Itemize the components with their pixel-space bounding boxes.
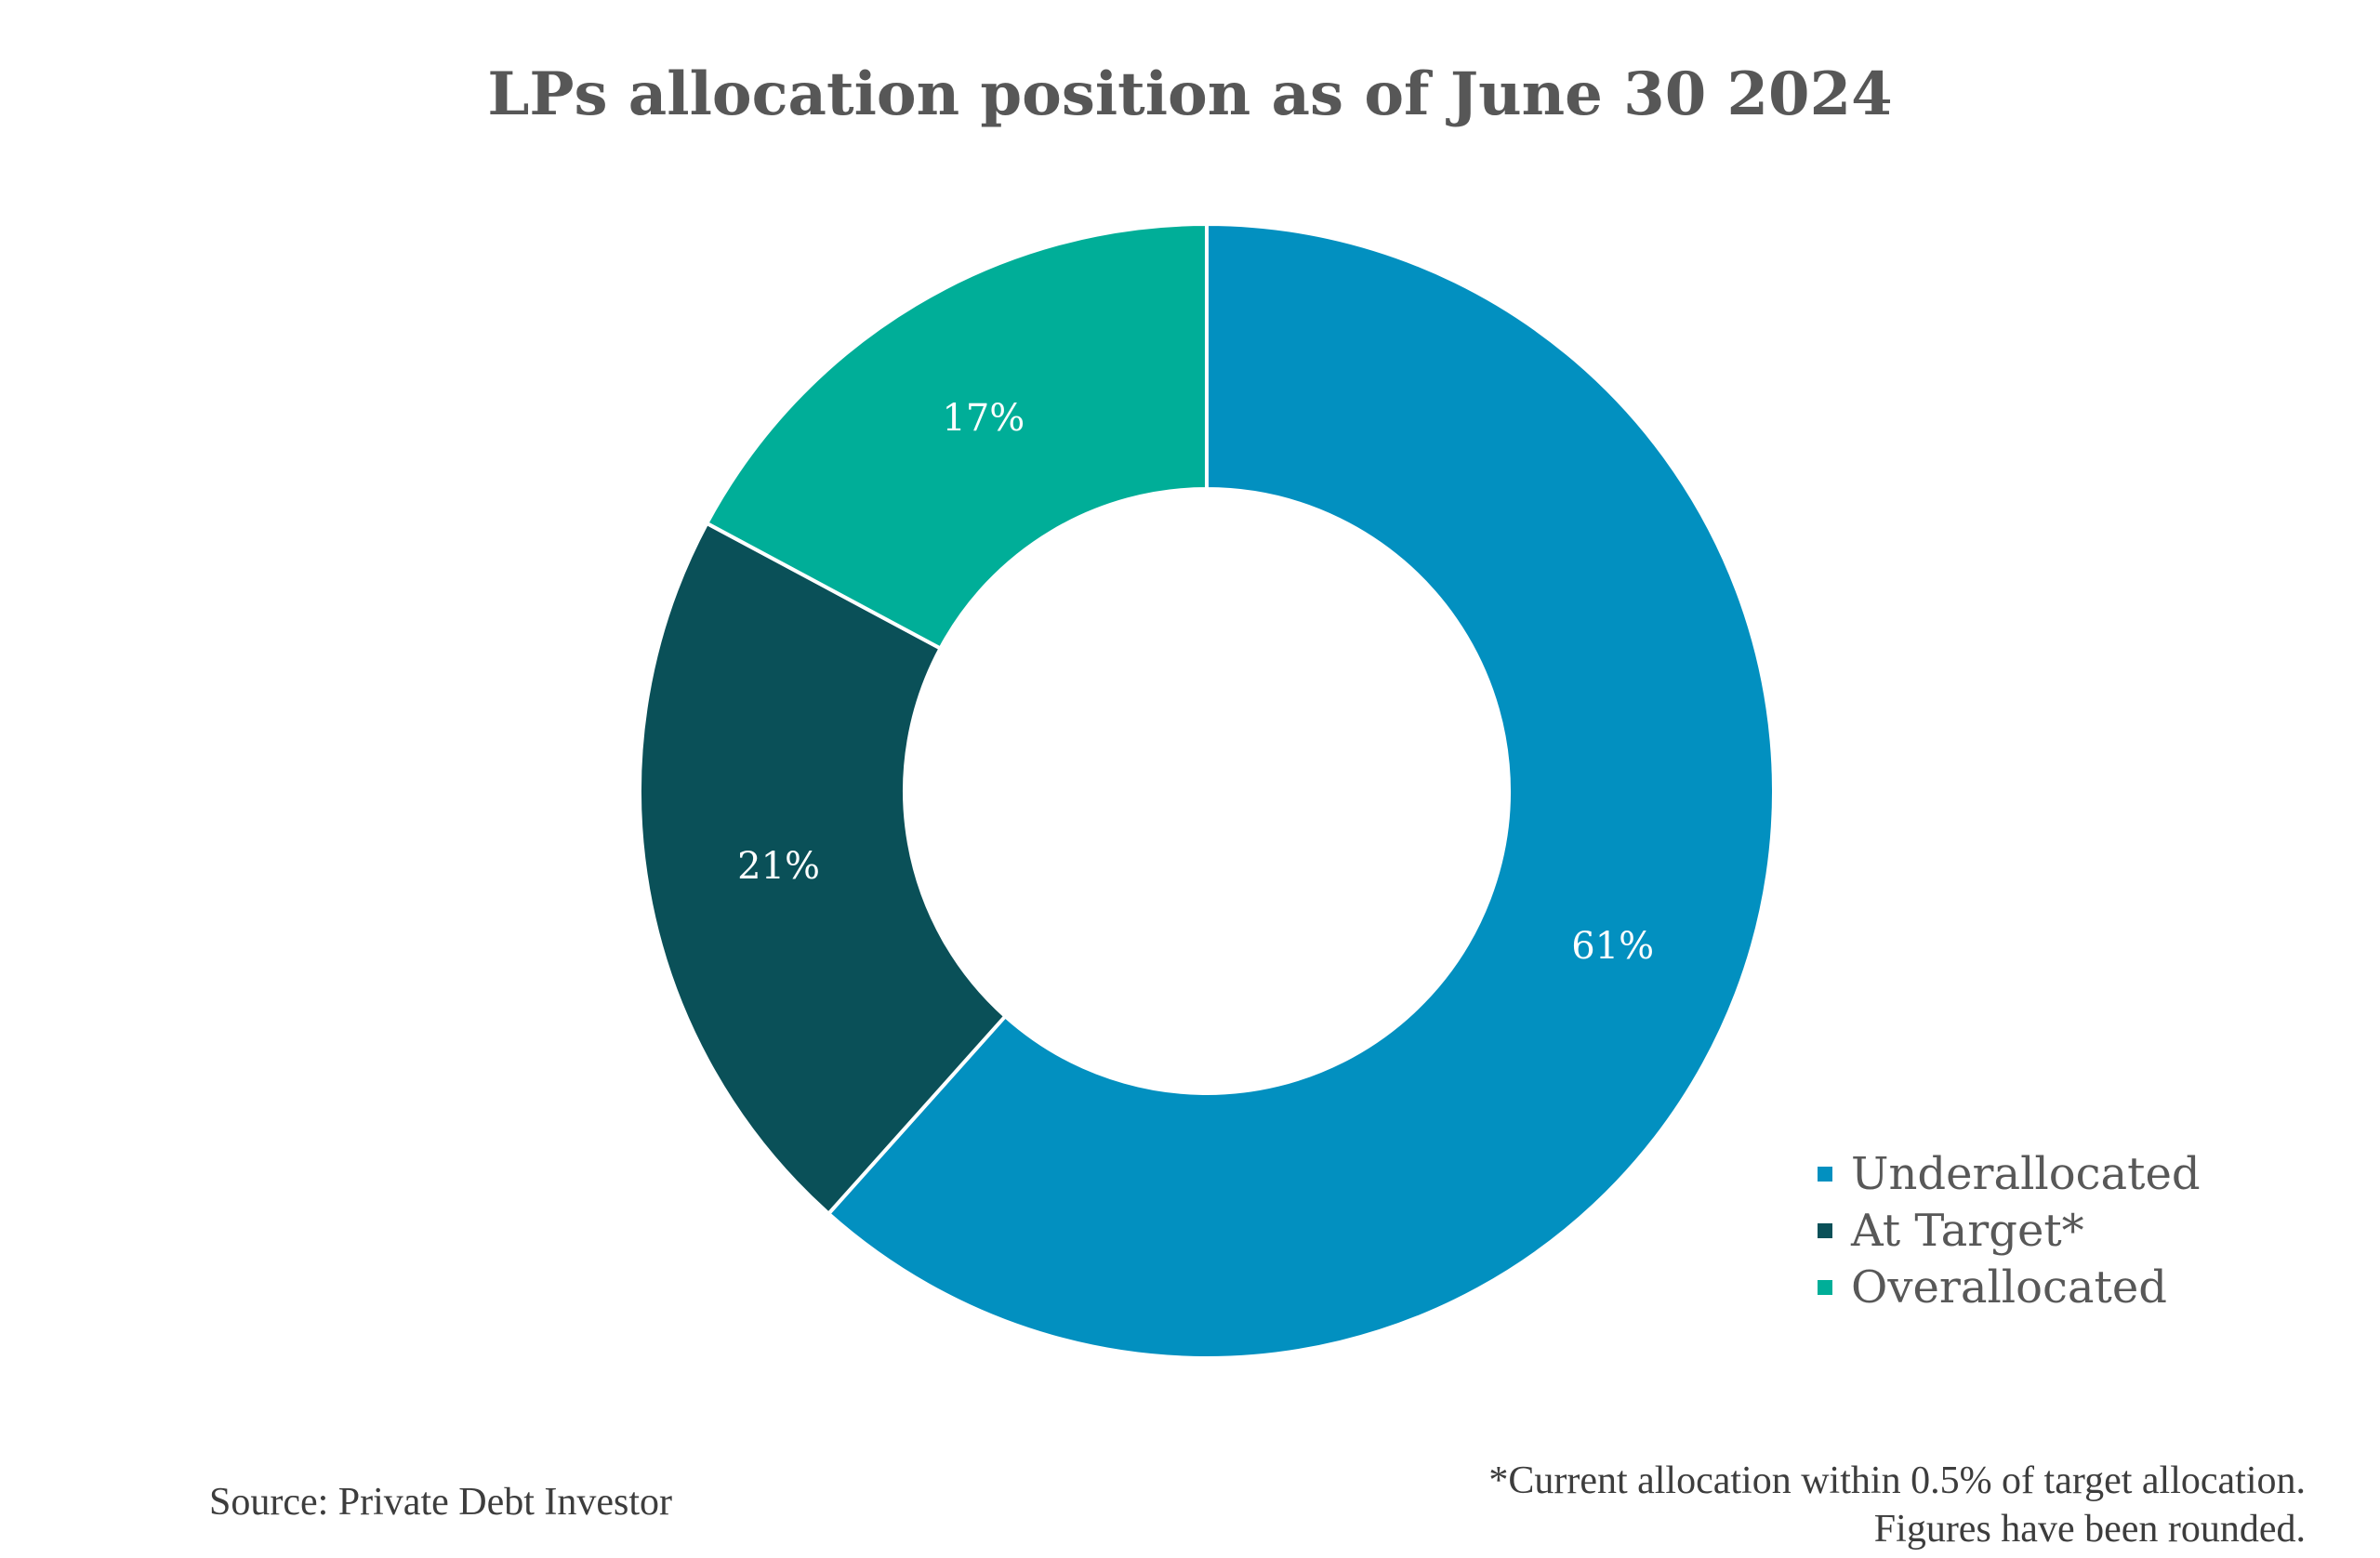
slice-label-underallocated: 61% — [1571, 925, 1654, 968]
legend-label-overallocated: Overallocated — [1851, 1261, 2167, 1314]
slice-label-at-target: 21% — [737, 845, 820, 888]
chart-legend: Underallocated At Target* Overallocated — [1818, 1145, 2201, 1315]
legend-swatch-underallocated — [1818, 1166, 1832, 1182]
donut-value-labels: 61% 21% 17% — [737, 397, 1654, 968]
footnote-line-2: Figures have been rounded. — [1873, 1508, 2306, 1551]
legend-swatch-overallocated — [1818, 1279, 1832, 1295]
legend-label-underallocated: Underallocated — [1851, 1147, 2201, 1200]
source-note: Source: Private Debt Investor — [209, 1481, 673, 1524]
slice-label-overallocated: 17% — [942, 397, 1025, 440]
chart-title: LPs allocation position as of June 30 20… — [487, 59, 1893, 129]
donut-slices — [638, 221, 1776, 1360]
legend-item-overallocated[interactable]: Overallocated — [1818, 1259, 2201, 1315]
legend-item-underallocated[interactable]: Underallocated — [1818, 1145, 2201, 1202]
donut-slice-underallocated[interactable] — [826, 221, 1776, 1360]
legend-swatch-at-target — [1818, 1222, 1832, 1238]
legend-label-at-target: At Target* — [1851, 1204, 2084, 1257]
donut-slice-overallocated[interactable] — [704, 221, 1209, 652]
legend-item-at-target[interactable]: At Target* — [1818, 1202, 2201, 1259]
footnote-line-1: *Current allocation within 0.5% of targe… — [1488, 1459, 2306, 1502]
donut-slice-at-target[interactable] — [638, 521, 1009, 1217]
footnote: *Current allocation within 0.5% of targe… — [1488, 1457, 2306, 1553]
